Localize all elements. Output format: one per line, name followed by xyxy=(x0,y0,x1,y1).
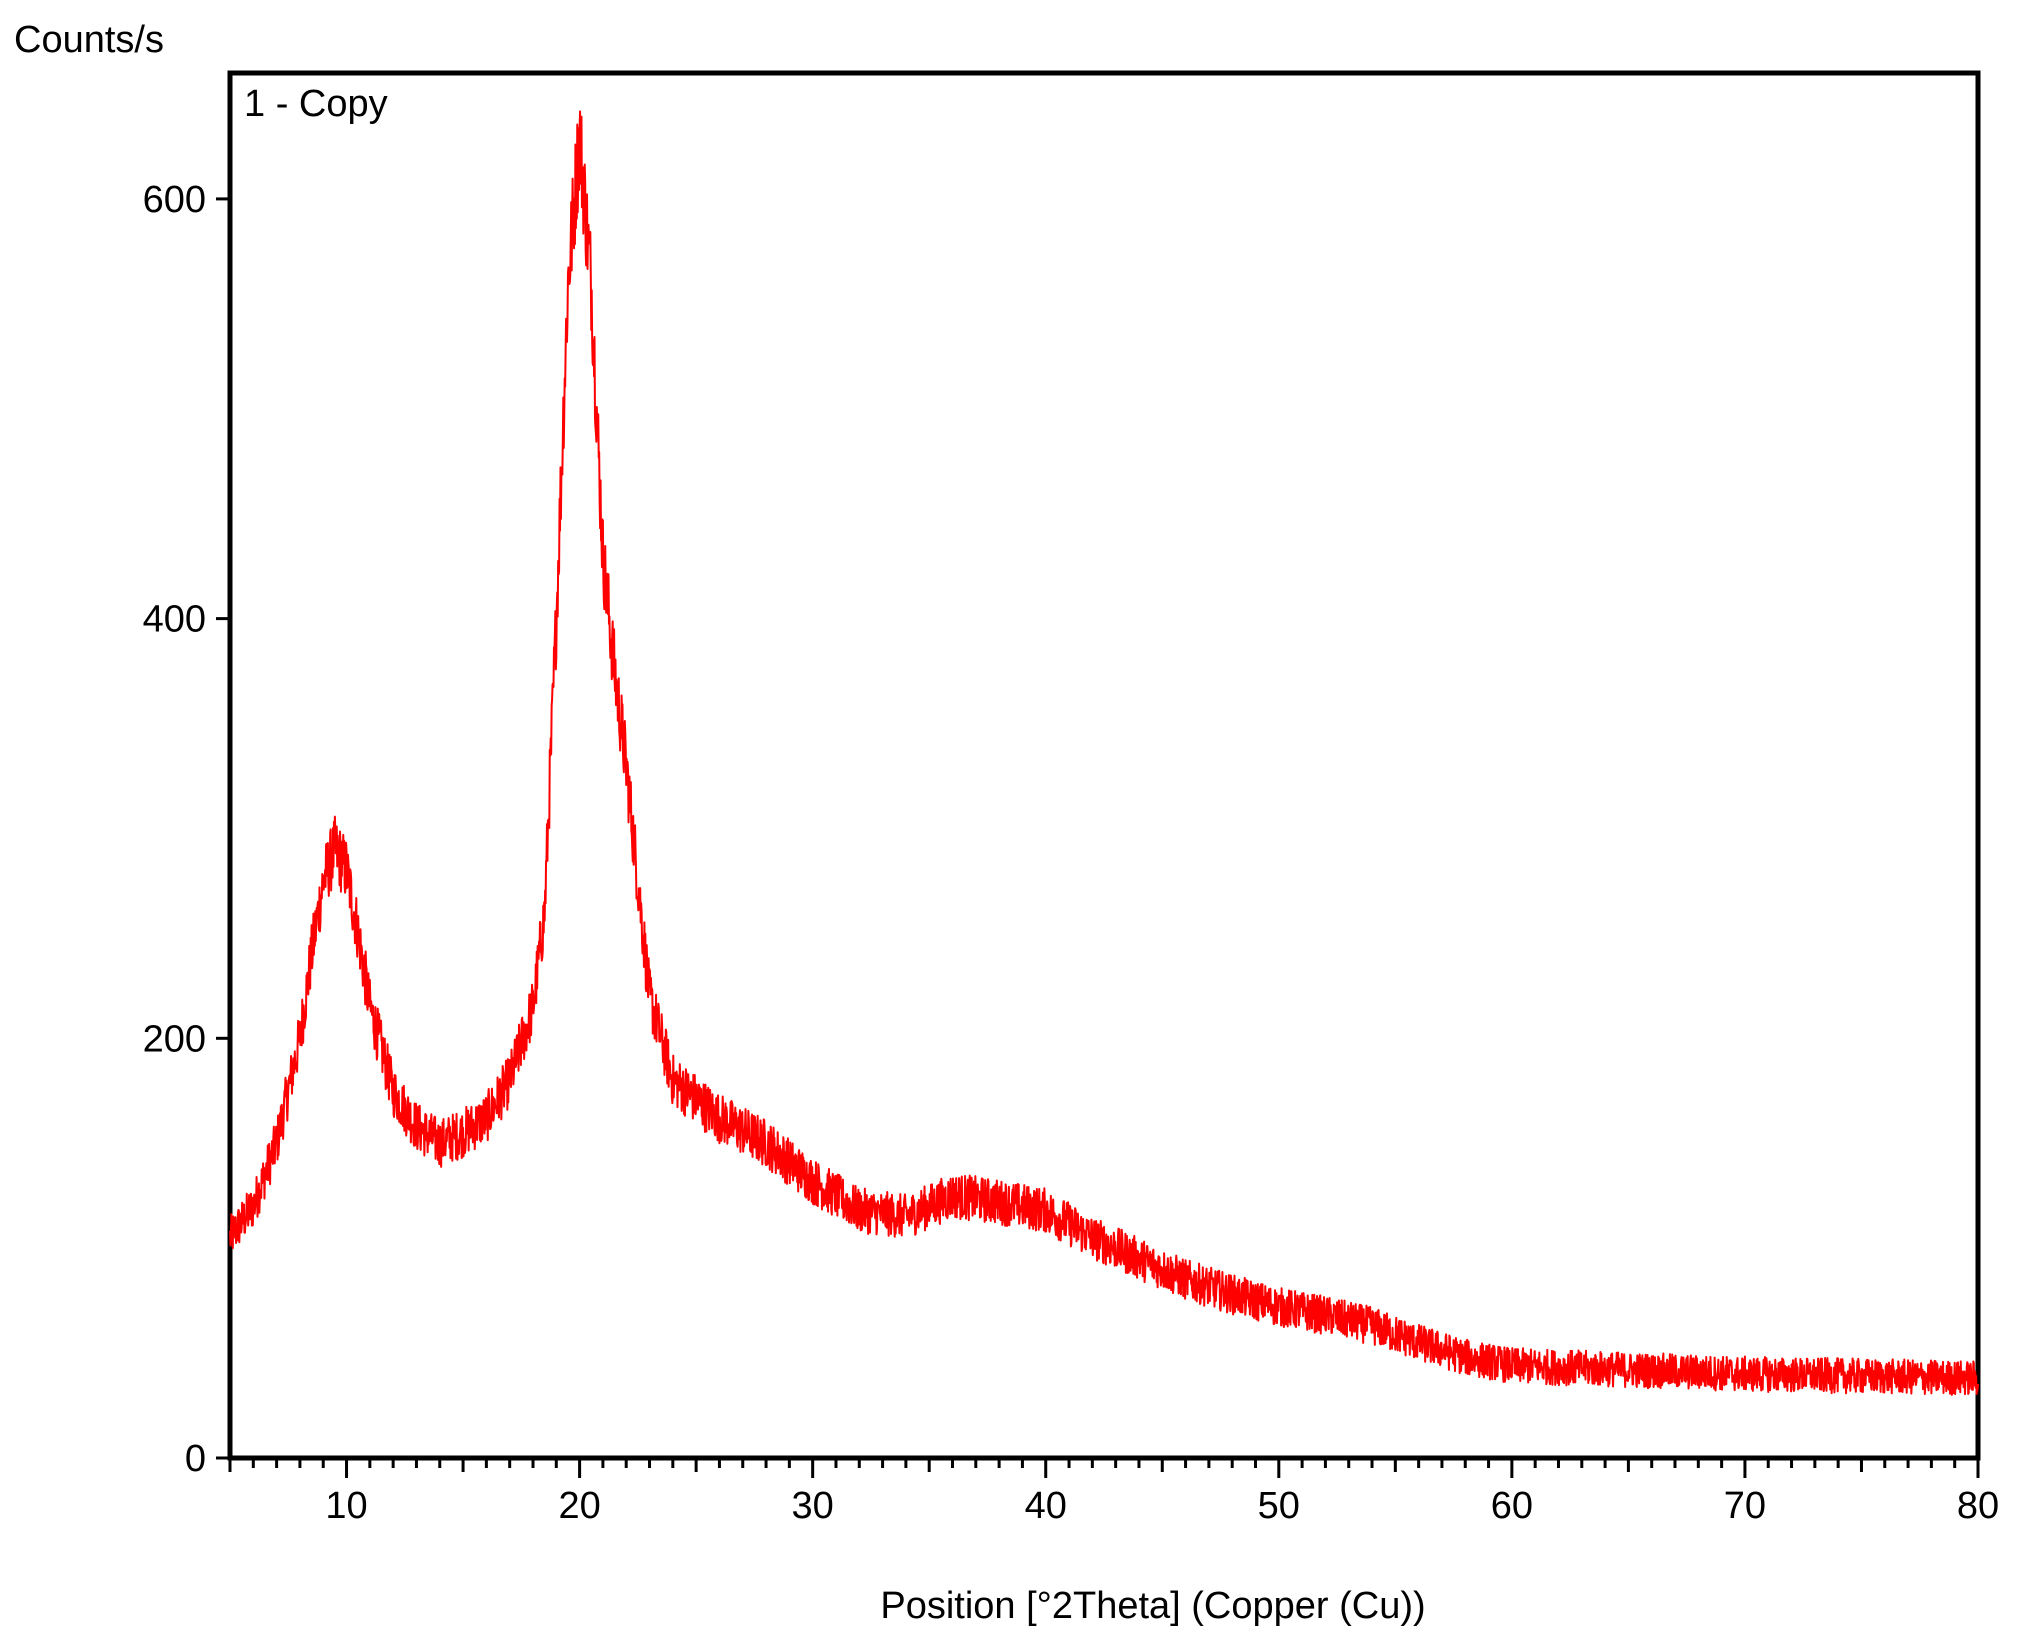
y-axis-label: Counts/s xyxy=(14,19,164,61)
x-axis-label: Position [°2Theta] (Copper (Cu)) xyxy=(880,1585,1425,1627)
y-tick-label: 400 xyxy=(143,599,206,641)
series-layer xyxy=(229,110,1979,1396)
x-axis-ticks: 10 20 30 40 50 60 70 80 xyxy=(325,1458,1999,1527)
x-tick-label: 60 xyxy=(1491,1485,1533,1527)
series-line xyxy=(229,110,1979,1396)
y-axis-ticks: 0 200 400 600 xyxy=(143,179,230,1480)
y-tick-label: 200 xyxy=(143,1018,206,1060)
x-tick-label: 80 xyxy=(1957,1485,1999,1527)
x-tick-label: 70 xyxy=(1724,1485,1766,1527)
y-tick-label: 0 xyxy=(185,1438,206,1480)
y-tick-label: 600 xyxy=(143,179,206,221)
x-minor-ticks xyxy=(228,1458,1957,1472)
plot-frame xyxy=(227,70,1981,1461)
x-tick-label: 30 xyxy=(792,1485,834,1527)
x-tick-label: 40 xyxy=(1025,1485,1067,1527)
legend-label: 1 - Copy xyxy=(244,83,388,125)
x-tick-label: 50 xyxy=(1258,1485,1300,1527)
x-tick-label: 10 xyxy=(325,1485,367,1527)
x-tick-label: 20 xyxy=(558,1485,600,1527)
